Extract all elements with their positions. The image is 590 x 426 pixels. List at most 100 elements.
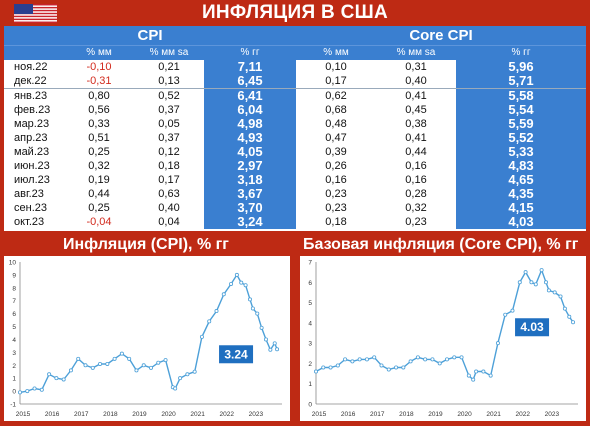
x-tick-label: 2020 [457, 411, 472, 418]
data-point [272, 341, 277, 346]
core-yy-value: 4,83 [456, 159, 586, 173]
table-row: 0,62 0,41 5,58 [296, 88, 586, 103]
core-sa-value: 0,32 [405, 202, 427, 214]
cpi-sa-value: 0,52 [158, 90, 180, 102]
cpi-mm-value: 0,44 [88, 188, 110, 200]
data-point [90, 365, 95, 370]
cpi-sa-value: 0,21 [158, 61, 180, 73]
latest-value-callout [219, 345, 254, 364]
col-sa-header: % мм sa [396, 47, 436, 58]
cpi-sa-value: 0,13 [158, 75, 180, 87]
x-tick-label: 2023 [249, 411, 264, 418]
cpi-yy-value: 6,45 [204, 74, 296, 88]
core-sa-value: 0,41 [405, 90, 427, 102]
cpi-mm-value: 0,25 [88, 202, 110, 214]
data-point [523, 270, 528, 275]
page-title: ИНФЛЯЦИЯ В США [201, 2, 389, 23]
row-date: май.23 [14, 146, 50, 158]
x-tick-label: 2017 [370, 411, 385, 418]
data-point [415, 355, 420, 360]
table-row: 0,17 0,40 5,71 [296, 74, 586, 88]
y-tick-label: 3 [12, 350, 16, 357]
row-date: дек.22 [14, 75, 47, 87]
y-tick-label: 3 [308, 341, 312, 348]
y-tick-label: 1 [12, 376, 16, 383]
y-tick-label: 7 [308, 260, 312, 267]
x-tick-label: 2018 [399, 411, 414, 418]
cpi-mm-value: -0,10 [86, 61, 112, 73]
core-mm-value: 0,23 [325, 202, 347, 214]
y-tick-label: 2 [12, 363, 16, 370]
data-point [61, 377, 66, 382]
core-mm-value: 0,26 [325, 160, 347, 172]
data-point [178, 376, 183, 381]
table-row: июн.23 0,32 0,18 2,97 [4, 159, 296, 173]
data-point [255, 311, 260, 316]
x-tick-label: 2019 [428, 411, 443, 418]
data-point [76, 356, 81, 361]
core-mm-value: 0,16 [325, 174, 347, 186]
core-mm-value: 0,68 [325, 104, 347, 116]
core-cpi-chart: 0 1 2 3 4 5 6 7 2015 2016 2017 2018 2019 2020 2021 2022… [300, 256, 586, 421]
cpi-yy-value: 3,67 [204, 187, 296, 201]
data-point [247, 297, 252, 302]
cpi-sa-value: 0,04 [158, 216, 180, 228]
cpi-mm-value: 0,56 [88, 104, 110, 116]
core-yy-value: 4,65 [456, 173, 586, 187]
data-point [17, 390, 22, 395]
data-point [263, 337, 268, 342]
x-tick-label: 2022 [220, 411, 235, 418]
data-point [423, 357, 428, 362]
table-row: 0,23 0,32 4,15 [296, 201, 586, 215]
row-date: ноя.22 [14, 61, 48, 73]
table-row: янв.23 0,80 0,52 6,41 [4, 88, 296, 103]
y-tick-label: 6 [12, 311, 16, 318]
data-point [379, 363, 384, 368]
data-point [127, 356, 132, 361]
data-point [546, 288, 551, 293]
data-point [430, 357, 435, 362]
table-row: 0,26 0,16 4,83 [296, 159, 586, 173]
core-yy-value: 4,03 [456, 215, 586, 229]
data-point [343, 357, 348, 362]
data-point [173, 386, 178, 391]
x-tick-label: 2020 [161, 411, 176, 418]
cpi-yy-value: 2,97 [204, 159, 296, 173]
cpi-chart-title: Инфляция (CPI), % гг [63, 236, 229, 253]
table-row: май.23 0,25 0,12 4,05 [4, 145, 296, 159]
data-point [32, 386, 37, 391]
data-point [207, 319, 212, 324]
core-sa-value: 0,16 [405, 174, 427, 186]
core-mm-value: 0,48 [325, 118, 347, 130]
table-row: 0,23 0,28 4,35 [296, 187, 586, 201]
table-row: окт.23 -0,04 0,04 3,24 [4, 215, 296, 229]
core-sa-value: 0,41 [405, 132, 427, 144]
data-point [259, 325, 264, 330]
data-point [558, 294, 563, 299]
y-tick-label: 2 [308, 361, 312, 368]
core-sa-value: 0,40 [405, 75, 427, 87]
data-point [533, 282, 538, 287]
cpi-chart-svg: -1 0 1 2 3 4 5 6 7 8 9 10 2015 2016 2017 2018 2019 2020 20… [9, 260, 282, 418]
core-mm-value: 0,47 [325, 132, 347, 144]
row-date: авг.23 [14, 188, 44, 200]
data-point [466, 373, 471, 378]
data-point [408, 359, 413, 364]
core-yy-value: 5,54 [456, 103, 586, 117]
cpi-sa-value: 0,37 [158, 104, 180, 116]
core-yy-value: 5,96 [456, 60, 586, 74]
y-tick-label: 5 [308, 300, 312, 307]
x-tick-label: 2016 [45, 411, 60, 418]
cpi-sa-value: 0,18 [158, 160, 180, 172]
data-point [98, 361, 103, 366]
data-point [459, 355, 464, 360]
table-row: дек.22 -0,31 0,13 6,45 [4, 74, 296, 88]
cpi-mm-value: 0,19 [88, 174, 110, 186]
core-chart-title: Базовая инфляция (Core CPI), % гг [303, 236, 579, 253]
col-yy-header: % гг [240, 47, 260, 58]
cpi-yy-value: 4,05 [204, 145, 296, 159]
data-point [510, 308, 515, 313]
y-tick-label: 7 [12, 298, 16, 305]
row-date: июн.23 [14, 160, 50, 172]
cpi-sa-value: 0,40 [158, 202, 180, 214]
